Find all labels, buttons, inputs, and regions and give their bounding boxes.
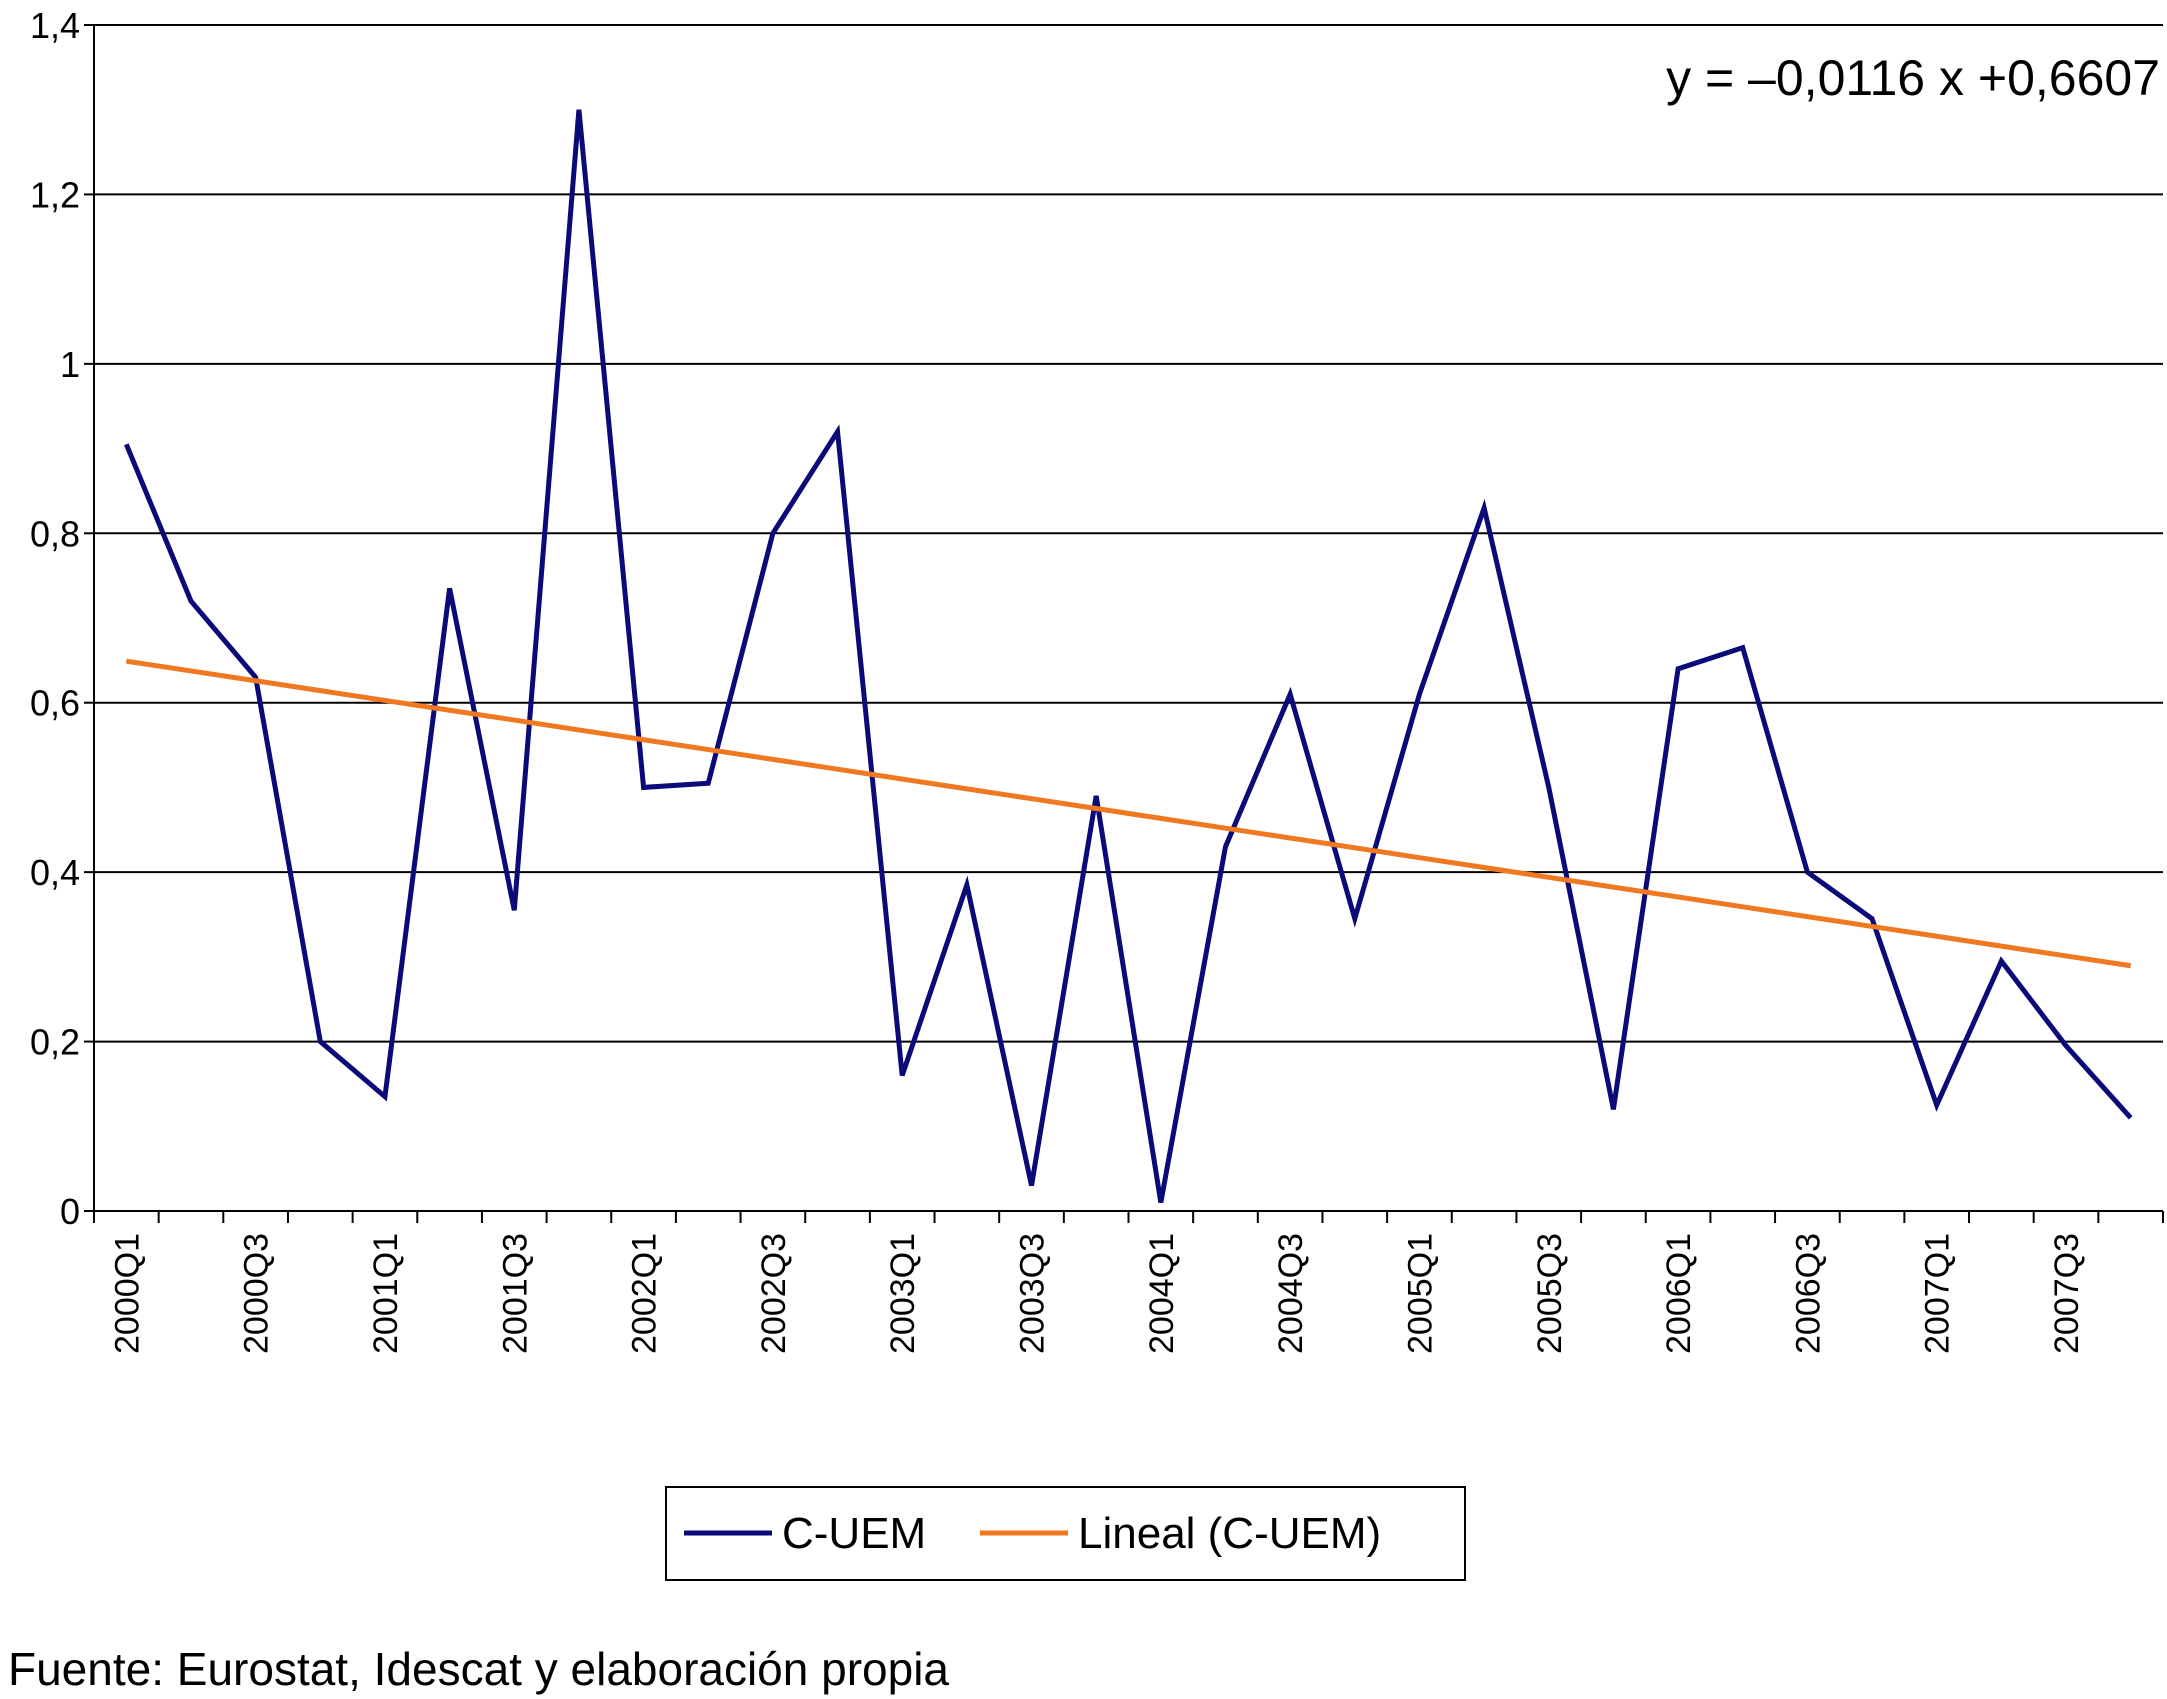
x-tick-label: 2006Q1 <box>1660 1233 1698 1354</box>
x-tick-label: 2002Q3 <box>755 1233 793 1354</box>
x-tick-label: 2001Q3 <box>496 1233 534 1354</box>
x-tick-label: 2001Q1 <box>367 1233 405 1354</box>
y-tick-label: 0,2 <box>30 1022 80 1063</box>
x-tick-label: 2004Q3 <box>1272 1233 1310 1354</box>
series-line <box>124 109 2133 1203</box>
x-tick-label: 2007Q3 <box>2048 1233 2086 1354</box>
x-tick-label: 2003Q3 <box>1014 1233 1052 1354</box>
y-tick-label: 1,2 <box>30 174 80 215</box>
x-tick-label: 2002Q1 <box>626 1233 664 1354</box>
y-tick-label: 1 <box>60 344 80 385</box>
x-tick-label: 2007Q1 <box>1919 1233 1957 1354</box>
source-note: Fuente: Eurostat, Idescat y elaboración … <box>8 1643 949 1695</box>
legend-label: C-UEM <box>782 1509 926 1558</box>
x-tick-label: 2005Q3 <box>1531 1233 1569 1354</box>
y-tick-label: 0,4 <box>30 852 80 893</box>
x-tick-label: 2006Q3 <box>1789 1233 1827 1354</box>
legend-label: Lineal (C-UEM) <box>1078 1509 1381 1558</box>
x-tick-label: 2003Q1 <box>884 1233 922 1354</box>
y-tick-label: 0,8 <box>30 513 80 554</box>
y-tick-label: 1,4 <box>30 5 80 46</box>
x-tick-label: 2005Q1 <box>1401 1233 1439 1354</box>
trend-equation: y = –0,0116 x +0,6607 <box>1666 50 2160 106</box>
series-line <box>125 658 2132 969</box>
y-tick-label: 0,6 <box>30 683 80 724</box>
x-tick-label: 2004Q1 <box>1143 1233 1181 1354</box>
y-tick-label: 0 <box>60 1191 80 1232</box>
x-tick-label: 2000Q3 <box>238 1233 276 1354</box>
x-tick-label: 2000Q1 <box>108 1233 146 1354</box>
